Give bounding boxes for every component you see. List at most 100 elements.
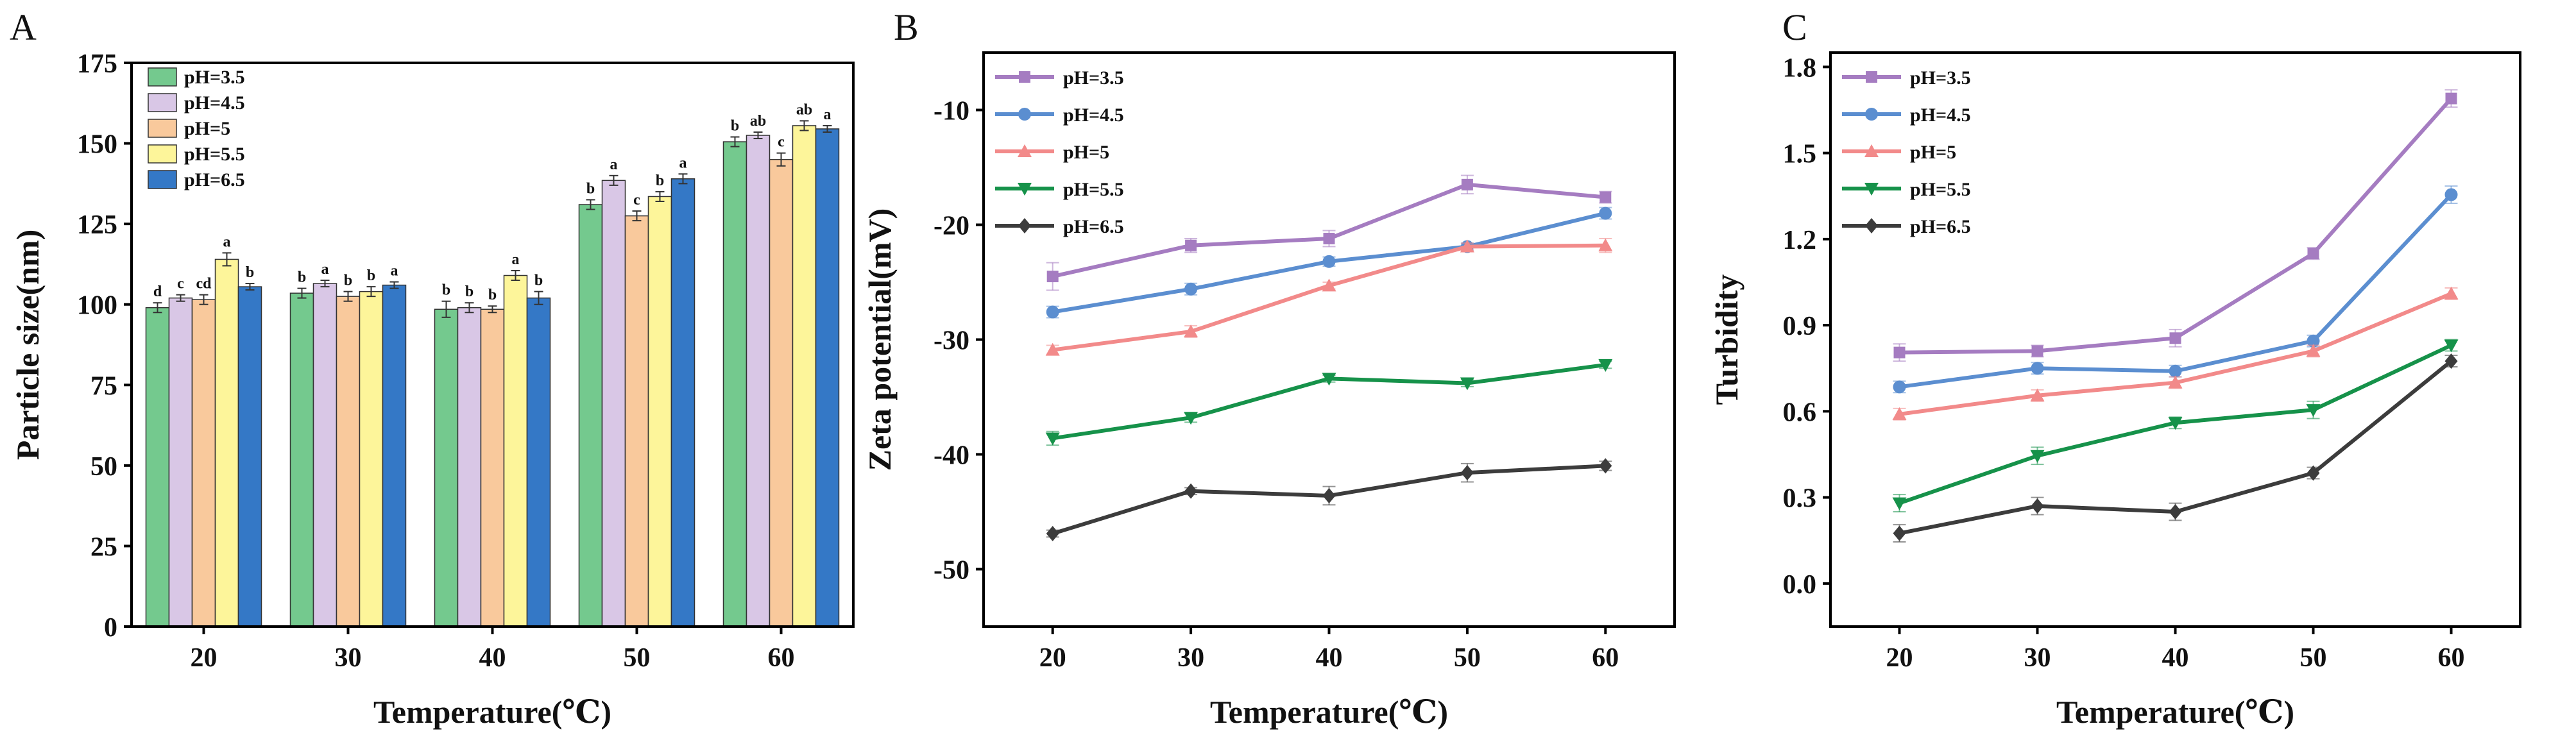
panel-label: A	[10, 6, 37, 48]
bar	[503, 274, 528, 627]
data-point	[1599, 207, 1612, 220]
data-point	[2307, 248, 2319, 260]
data-point	[1892, 407, 1907, 420]
legend: pH=3.5 pH=4.5 pH=5 pH=5.5 pH=6.5	[148, 67, 245, 190]
data-point	[2444, 188, 2458, 201]
data-point	[1599, 191, 1612, 203]
y-tick-label: 75	[90, 371, 117, 401]
x-tick-label: 30	[335, 643, 362, 673]
data-point	[1045, 432, 1060, 446]
legend-label: pH=6.5	[1910, 216, 1971, 237]
x-tick-label: 40	[479, 643, 506, 673]
y-tick-label: 0	[104, 613, 117, 643]
data-point	[1184, 412, 1198, 425]
x-tick-label: 60	[1592, 643, 1619, 673]
bar	[359, 291, 384, 627]
data-point	[1322, 255, 1336, 268]
x-tick-label: 20	[191, 643, 218, 673]
significance-label: b	[298, 269, 306, 286]
x-tick-label: 40	[1316, 643, 1343, 673]
significance-label: a	[610, 156, 618, 173]
line-series-pH=5.5	[1045, 358, 1613, 446]
y-tick-label: 1.5	[1783, 140, 1817, 169]
legend-swatch	[148, 119, 177, 138]
significance-label: b	[488, 287, 497, 303]
significance-label: a	[512, 251, 520, 268]
significance-label: b	[344, 273, 352, 289]
plot-frame	[982, 51, 1676, 628]
data-point	[2444, 286, 2459, 299]
x-tick-label: 20	[1886, 643, 1913, 673]
bar	[214, 258, 239, 627]
legend-marker	[1018, 183, 1032, 196]
bar	[191, 299, 216, 627]
legend-swatch	[148, 67, 177, 87]
legend-label: pH=4.5	[1910, 105, 1971, 126]
data-point	[2169, 504, 2182, 519]
y-tick-label: 125	[77, 210, 117, 240]
data-point	[1322, 278, 1336, 292]
y-tick-label: 0.9	[1783, 312, 1817, 341]
y-tick-label: -10	[934, 97, 969, 126]
legend-marker	[1864, 144, 1879, 157]
data-point	[2169, 332, 2181, 344]
data-point	[2444, 339, 2459, 353]
bar	[526, 297, 551, 627]
y-tick-label: 25	[90, 532, 117, 562]
legend-marker	[1866, 71, 1877, 83]
legend-label: pH=6.5	[184, 169, 245, 190]
legend-marker	[1864, 183, 1879, 196]
data-point	[1461, 178, 1473, 190]
data-point	[1460, 465, 1474, 481]
y-tick-label: 0.6	[1783, 398, 1817, 427]
significance-label: ab	[796, 101, 812, 118]
legend-marker	[1019, 71, 1030, 83]
bar	[746, 135, 771, 627]
data-point	[1322, 487, 1336, 503]
y-tick-label: -50	[934, 556, 969, 586]
data-point	[1184, 324, 1198, 337]
bar	[792, 125, 817, 627]
data-point	[1460, 239, 1474, 253]
y-tick-label: 0.0	[1783, 570, 1817, 600]
data-point	[2307, 334, 2320, 348]
significance-label: a	[321, 261, 329, 278]
data-point	[1893, 380, 1906, 394]
data-point	[1323, 232, 1335, 244]
data-point	[1046, 271, 1059, 283]
line-series-pH=3.5	[1046, 174, 1612, 291]
data-point	[2306, 344, 2321, 357]
significance-label: c	[177, 276, 184, 292]
bar	[601, 180, 626, 627]
significance-label: c	[633, 192, 640, 208]
y-tick-label: 100	[77, 291, 117, 321]
series-line	[1899, 97, 2453, 355]
significance-label: b	[586, 180, 595, 197]
legend: pH=3.5 pH=4.5 pH=5 pH=5.5 pH=6.5	[995, 67, 1124, 237]
significance-label: a	[679, 155, 687, 171]
y-axis-title: Particle size(nm)	[10, 230, 46, 460]
data-point	[1046, 526, 1059, 542]
significance-label: d	[153, 283, 162, 300]
legend-marker	[1865, 108, 1878, 121]
significance-label: b	[367, 267, 375, 284]
legend-marker	[1018, 218, 1031, 233]
bar	[722, 141, 747, 627]
legend-marker	[1018, 108, 1031, 121]
data-point	[1598, 358, 1613, 372]
panel-label: C	[1782, 6, 1807, 48]
bar	[237, 286, 262, 627]
bar	[457, 307, 482, 627]
bar	[769, 158, 794, 627]
bar	[382, 284, 407, 627]
y-axis-title: Turbidity	[1709, 274, 1744, 405]
series-line	[1899, 292, 2452, 416]
significance-label: a	[391, 263, 398, 280]
legend-marker	[1865, 218, 1878, 233]
data-point	[1185, 239, 1197, 251]
legend-label: pH=3.5	[1910, 67, 1971, 89]
line-series-pH=5	[1045, 237, 1613, 356]
